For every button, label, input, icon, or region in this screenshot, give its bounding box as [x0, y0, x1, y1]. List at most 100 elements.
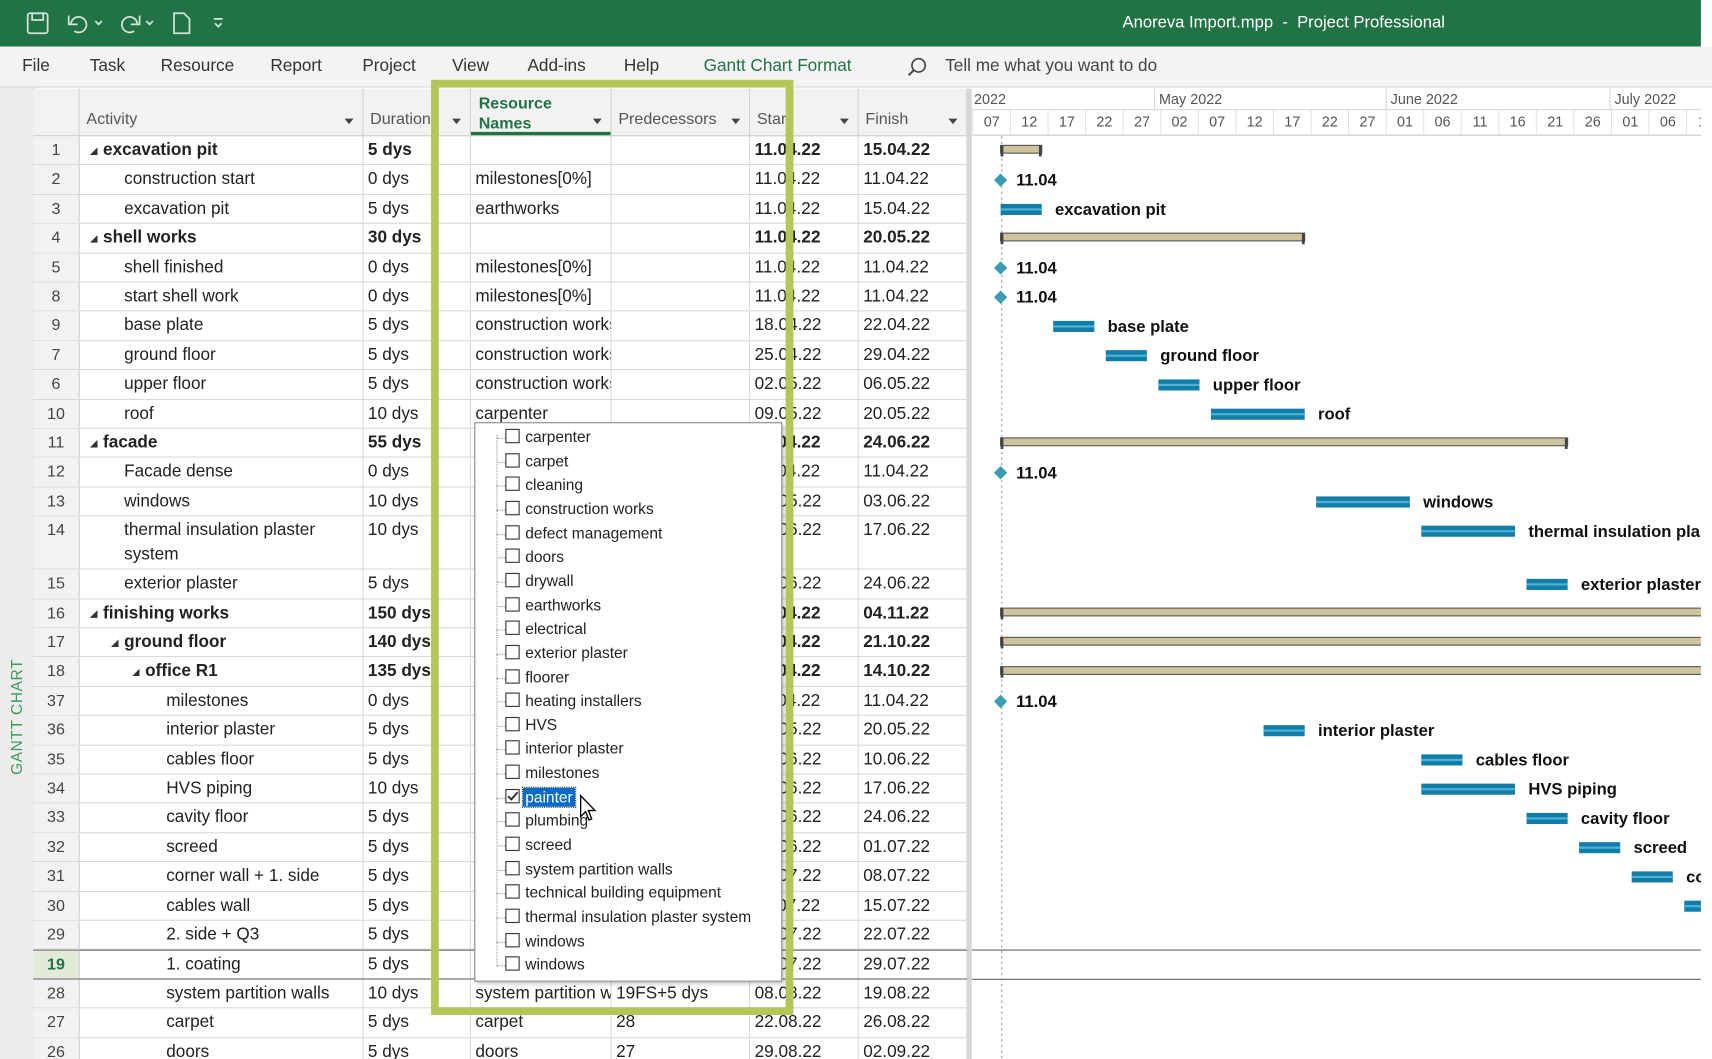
cell-start[interactable]: 02.05.22 — [750, 370, 859, 399]
cell-start[interactable]: 29.08.22 — [750, 1037, 859, 1059]
cell-predecessors[interactable]: 19FS+5 dys — [612, 979, 751, 1008]
filter-item[interactable]: electrical — [475, 617, 779, 640]
ribbon-tab[interactable]: View — [452, 56, 490, 76]
task-row[interactable]: 3 excavation pit 5 dys earthworks 11.04.22 15… — [33, 194, 968, 225]
checkbox[interactable] — [505, 836, 520, 852]
column-header[interactable]: Resource Names — [470, 88, 612, 136]
ribbon-tab[interactable]: Task — [89, 56, 126, 76]
cell-resource[interactable]: construction works — [471, 341, 612, 370]
cell-finish[interactable]: 24.06.22 — [859, 803, 968, 832]
cell-predecessors[interactable] — [612, 165, 751, 194]
task-row[interactable]: 5 shell finished 0 dys milestones[0%] 11.04.… — [33, 253, 968, 283]
cell-finish[interactable]: 20.05.22 — [859, 224, 968, 253]
row-id[interactable]: 32 — [33, 833, 80, 862]
cell-duration[interactable]: 0 dys — [363, 686, 471, 715]
row-id[interactable]: 5 — [33, 253, 80, 282]
cell-predecessors[interactable] — [612, 399, 751, 428]
cell-finish[interactable]: 04.11.22 — [859, 599, 968, 628]
cell-finish[interactable]: 17.06.22 — [859, 516, 968, 569]
filter-item[interactable]: windows — [475, 929, 779, 952]
cell-resource[interactable]: system partition walls — [471, 979, 612, 1008]
collapse-triangle[interactable] — [110, 639, 119, 648]
redo-menu[interactable] — [145, 20, 154, 26]
row-id[interactable]: 29 — [33, 920, 80, 949]
cell-finish[interactable]: 01.07.22 — [859, 833, 968, 862]
filter-item[interactable]: doors — [475, 545, 779, 568]
filter-item-label[interactable]: plumbing — [525, 811, 589, 830]
cell-duration[interactable]: 5 dys — [363, 862, 471, 891]
task-row[interactable]: 6 upper floor 5 dys construction works 02.05… — [33, 370, 968, 400]
filter-item-label[interactable]: thermal insulation plaster system — [525, 907, 752, 926]
row-id[interactable]: 26 — [33, 1037, 80, 1059]
cell-finish[interactable]: 19.08.22 — [859, 979, 968, 1008]
cell-duration[interactable]: 5 dys — [363, 951, 471, 979]
search-icon[interactable] — [906, 57, 928, 79]
task-row[interactable]: 7 ground floor 5 dys construction works 25.0… — [33, 341, 968, 371]
cell-name[interactable]: windows — [80, 487, 364, 516]
cell-duration[interactable]: 10 dys — [363, 487, 471, 516]
checkbox[interactable] — [505, 452, 520, 468]
search-box[interactable]: Tell me what you want to do — [945, 56, 1158, 76]
cell-finish[interactable]: 03.06.22 — [859, 487, 968, 516]
cell-predecessors[interactable] — [612, 311, 751, 340]
row-id[interactable]: 15 — [33, 569, 80, 598]
row-id[interactable]: 12 — [33, 458, 80, 487]
filter-item[interactable]: carpenter — [475, 426, 779, 449]
cell-predecessors[interactable] — [612, 341, 751, 370]
filter-item[interactable]: system partition walls — [475, 857, 779, 880]
filter-item-label[interactable]: electrical — [525, 619, 587, 638]
checkbox[interactable] — [505, 908, 520, 924]
row-id[interactable]: 33 — [33, 803, 80, 832]
cell-resource[interactable] — [471, 224, 612, 253]
cell-start[interactable]: 25.04.22 — [750, 341, 859, 370]
cell-finish[interactable]: 22.07.22 — [859, 920, 968, 949]
cell-resource[interactable] — [471, 136, 612, 165]
collapse-triangle[interactable] — [89, 439, 98, 448]
task-row[interactable]: 26 doors 5 dys doors 27 29.08.22 02.09.22 — [33, 1037, 968, 1059]
cell-name[interactable]: excavation pit — [80, 194, 364, 223]
checkbox[interactable] — [505, 620, 520, 636]
filter-item[interactable]: painter — [475, 785, 779, 808]
cell-finish[interactable]: 15.07.22 — [859, 891, 968, 920]
cell-name[interactable]: carpet — [80, 1008, 364, 1037]
column-header[interactable]: Activity — [79, 88, 364, 136]
cell-finish[interactable]: 17.06.22 — [859, 774, 968, 803]
row-id[interactable]: 36 — [33, 716, 80, 745]
cell-name[interactable]: finishing works — [80, 599, 364, 628]
cell-predecessors[interactable]: 27 — [612, 1037, 751, 1059]
customize-icon[interactable] — [213, 17, 223, 28]
checkbox[interactable] — [505, 476, 520, 492]
filter-item[interactable]: thermal insulation plaster system — [475, 905, 779, 928]
cell-name[interactable]: office R1 — [80, 657, 364, 686]
checkbox[interactable] — [505, 812, 520, 828]
cell-finish[interactable]: 14.10.22 — [859, 657, 968, 686]
filter-item-label[interactable]: cleaning — [525, 475, 584, 494]
column-filter-arrow[interactable] — [452, 118, 461, 125]
cell-finish[interactable]: 20.05.22 — [859, 716, 968, 745]
filter-item[interactable]: carpet — [475, 449, 779, 472]
row-id[interactable]: 11 — [33, 428, 80, 457]
filter-item-label[interactable]: technical building equipment — [525, 883, 722, 902]
cell-name[interactable]: upper floor — [80, 370, 364, 399]
cell-name[interactable]: shell finished — [80, 253, 364, 282]
task-row[interactable]: 4 shell works 30 dys 11.04.22 20.05.22 — [33, 224, 968, 254]
cell-duration[interactable]: 5 dys — [363, 891, 471, 920]
checkbox[interactable] — [505, 884, 520, 900]
cell-start[interactable]: 11.04.22 — [750, 253, 859, 282]
filter-item-label[interactable]: defect management — [525, 523, 663, 542]
cell-name[interactable]: interior plaster — [80, 716, 364, 745]
cell-finish[interactable]: 11.04.22 — [859, 282, 968, 311]
filter-item[interactable]: earthworks — [475, 593, 779, 616]
row-id[interactable]: 19 — [33, 951, 80, 979]
cell-start[interactable]: 11.04.22 — [750, 194, 859, 223]
cell-resource[interactable]: milestones[0%] — [471, 253, 612, 282]
cell-predecessors[interactable] — [612, 370, 751, 399]
filter-item[interactable]: heating installers — [475, 689, 779, 712]
cell-start[interactable]: 11.04.22 — [750, 224, 859, 253]
cell-resource[interactable]: carpet — [471, 1008, 612, 1037]
cell-finish[interactable]: 06.05.22 — [859, 370, 968, 399]
cell-duration[interactable]: 10 dys — [363, 979, 471, 1008]
column-header[interactable]: Duration — [363, 88, 471, 136]
cell-finish[interactable]: 11.04.22 — [859, 165, 968, 194]
column-filter-arrow[interactable] — [344, 118, 354, 125]
